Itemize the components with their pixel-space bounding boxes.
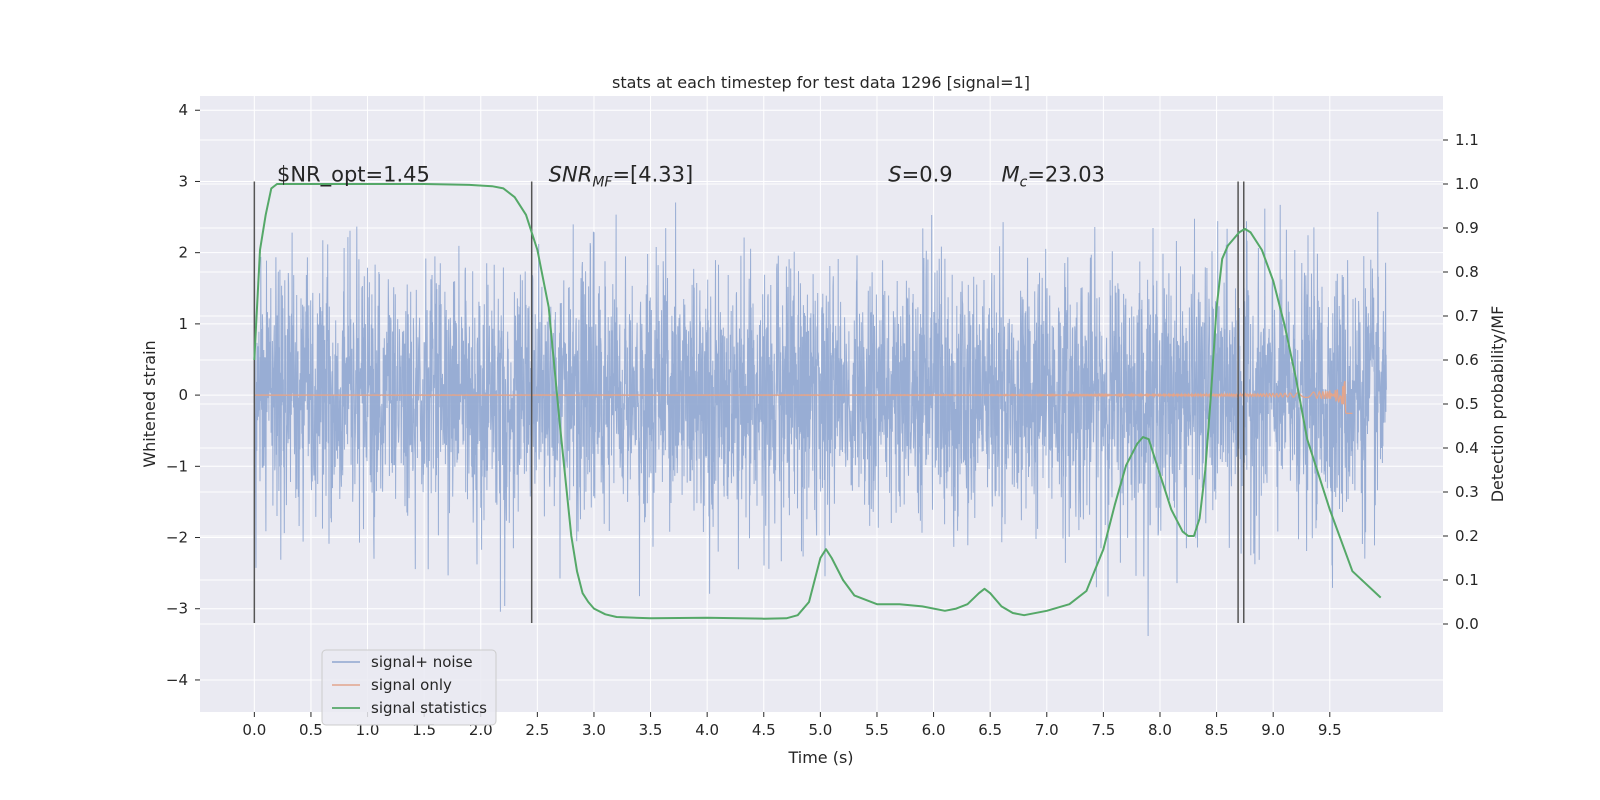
x-tick-label-12: 6.0 xyxy=(922,721,946,739)
y-tick-label-3: 1 xyxy=(178,315,188,333)
y-tick-label-1: 3 xyxy=(178,172,188,190)
annotation-3: Mc=23.03 xyxy=(1001,162,1105,190)
legend-box xyxy=(321,649,497,726)
annotation-2: S=0.9 xyxy=(888,162,952,186)
x-tick-label-15: 7.5 xyxy=(1091,721,1115,739)
y-tick-label-0: 4 xyxy=(178,101,188,119)
annotation-0: $NR_opt=1.45 xyxy=(277,162,430,187)
x-tick-label-16: 8.0 xyxy=(1148,721,1172,739)
legend-label-signal-statistics: signal statistics xyxy=(371,699,487,717)
x-tick-label-19: 9.5 xyxy=(1318,721,1342,739)
x-tick-label-7: 3.5 xyxy=(639,721,663,739)
x-tick-label-17: 8.5 xyxy=(1205,721,1229,739)
x-tick-label-5: 2.5 xyxy=(525,721,549,739)
y-tick-label-5: −1 xyxy=(166,457,188,475)
x-tick-label-13: 6.5 xyxy=(978,721,1002,739)
x-tick-label-6: 3.0 xyxy=(582,721,606,739)
signal-plus-noise-line xyxy=(253,202,1387,637)
y2-axis-ticks: 1.1 1.0 0.9 0.8 0.7 0.6 0.5 0.4 0.3 0.2 0.1 0.0 xyxy=(1443,131,1479,633)
y2-tick-label-9: 0.2 xyxy=(1455,527,1479,545)
y2-tick-label-5: 0.6 xyxy=(1455,351,1479,369)
x-tick-label-14: 7.0 xyxy=(1035,721,1059,739)
y-tick-label-2: 2 xyxy=(178,244,188,262)
x-axis-ticks: 0.0 0.5 1.0 1.5 2.0 2.5 3.0 3.5 4.0 4.5 5.0 5.5 6.0 6… xyxy=(242,712,1342,739)
y2-tick-label-1: 1.0 xyxy=(1455,175,1479,193)
y2-tick-label-0: 1.1 xyxy=(1455,131,1479,149)
x-tick-label-8: 4.0 xyxy=(695,721,719,739)
x-tick-label-18: 9.0 xyxy=(1261,721,1285,739)
y2-tick-label-3: 0.8 xyxy=(1455,263,1479,281)
y-tick-label-8: −4 xyxy=(166,671,188,689)
y2-tick-label-10: 0.1 xyxy=(1455,571,1479,589)
y2-axis-label: Detection probability/MF xyxy=(1488,306,1507,503)
y2-tick-label-6: 0.5 xyxy=(1455,395,1479,413)
y2-tick-label-8: 0.3 xyxy=(1455,483,1479,501)
y2-tick-label-2: 0.9 xyxy=(1455,219,1479,237)
y-axis-ticks: 4 3 2 1 0 −1 −2 −3 −4 xyxy=(166,101,200,689)
x-tick-label-10: 5.0 xyxy=(808,721,832,739)
chart-title: stats at each timestep for test data 129… xyxy=(612,73,1030,92)
x-tick-label-11: 5.5 xyxy=(865,721,889,739)
y-tick-label-4: 0 xyxy=(178,386,188,404)
series-signal-only xyxy=(254,381,1353,415)
y2-tick-label-11: 0.0 xyxy=(1455,615,1479,633)
vertical-markers xyxy=(253,181,1245,623)
x-axis-label: Time (s) xyxy=(787,748,853,767)
series-signal-statistics xyxy=(253,183,1382,620)
signal-only-line xyxy=(254,381,1353,415)
series-signal-plus-noise xyxy=(253,202,1387,637)
annotations: $NR_opt=1.45 SNRMF=[4.33] S=0.9 Mc=23.03 xyxy=(277,162,1105,190)
x-tick-label-0: 0.0 xyxy=(242,721,266,739)
x-tick-label-9: 4.5 xyxy=(752,721,776,739)
signal-statistics-line xyxy=(253,183,1382,620)
y-axis-label: Whitened strain xyxy=(140,340,159,467)
y-tick-label-6: −2 xyxy=(166,529,188,547)
annotation-1: SNRMF=[4.33] xyxy=(549,162,694,190)
y2-tick-label-4: 0.7 xyxy=(1455,307,1479,325)
x-tick-label-1: 0.5 xyxy=(299,721,323,739)
legend-label-signal-plus-noise: signal+ noise xyxy=(371,653,473,671)
legend-label-signal-only: signal only xyxy=(371,676,452,694)
y2-tick-label-7: 0.4 xyxy=(1455,439,1479,457)
y-tick-label-7: −3 xyxy=(166,600,188,618)
legend: signal+ noise signal only signal statist… xyxy=(321,649,497,726)
